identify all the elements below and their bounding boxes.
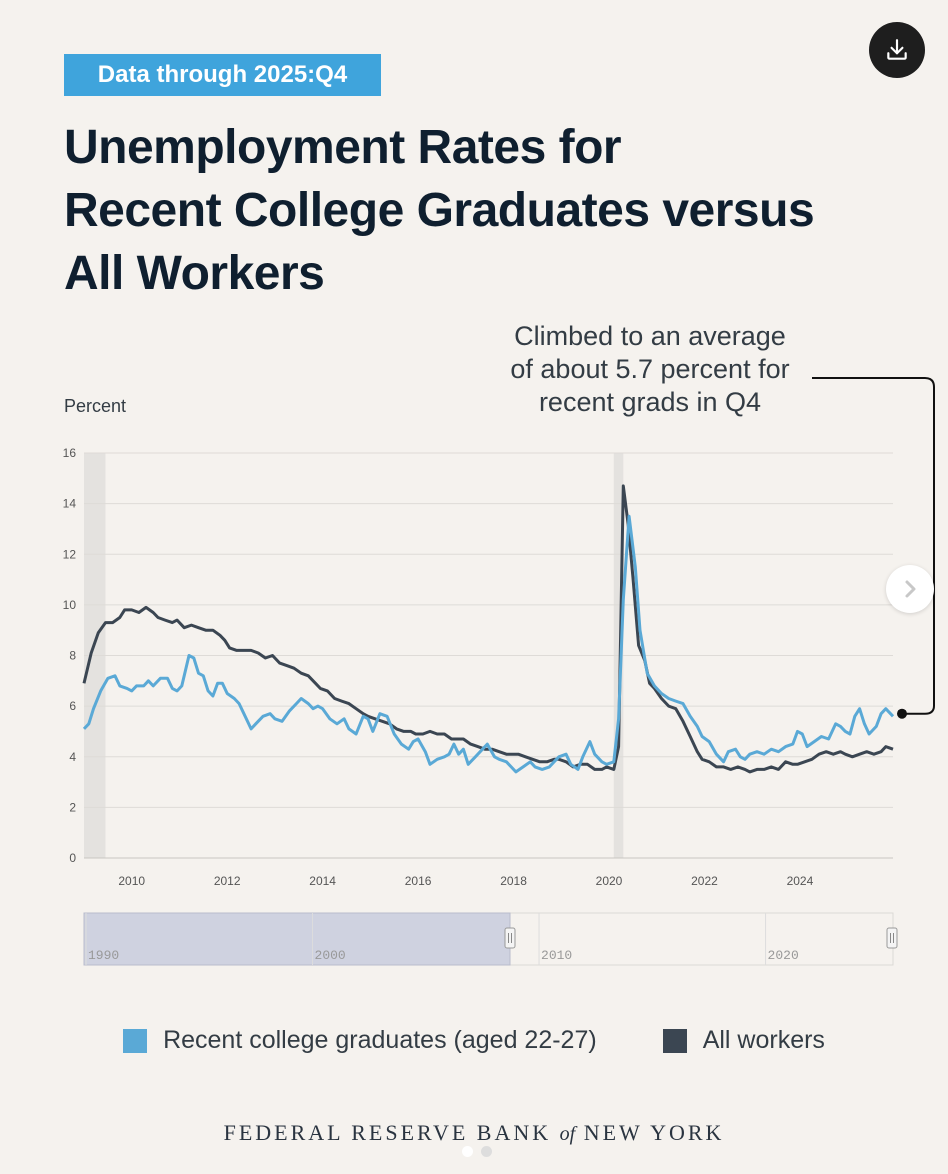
title-line: Recent College Graduates versus	[64, 184, 815, 237]
range-handle[interactable]	[504, 927, 516, 949]
x-tick-label: 2018	[500, 874, 527, 888]
y-tick-label: 16	[63, 446, 77, 460]
x-tick-label: 2012	[214, 874, 241, 888]
series-line-all-workers	[82, 484, 894, 774]
x-tick-label: 2022	[691, 874, 718, 888]
range-handle-grip	[504, 927, 516, 949]
download-button[interactable]	[869, 22, 925, 78]
range-year-label: 2000	[315, 948, 346, 963]
title-line: Unemployment Rates for	[64, 121, 622, 174]
line-chart: 0 2 4 6 8 10 12 14 16 2010 2012 2014 2016 2018 2020 20…	[63, 377, 935, 966]
x-tick-label: 2020	[596, 874, 623, 888]
annotation-text: Climbed to an average of about 5.7 perce…	[470, 320, 830, 419]
annotation-connector	[812, 377, 935, 715]
carousel-dots	[462, 1146, 492, 1157]
y-tick-label: 6	[69, 699, 76, 713]
y-tick-label: 12	[63, 547, 77, 561]
y-tick-label: 4	[69, 750, 76, 764]
footer-text: FEDERAL RESERVE BANK	[223, 1120, 560, 1145]
x-tick-label: 2024	[787, 874, 814, 888]
chevron-right-icon	[905, 580, 916, 598]
series-line-recent-grads	[82, 514, 895, 774]
y-tick-label: 10	[63, 598, 77, 612]
x-tick-label: 2010	[118, 874, 145, 888]
footer-of: of	[559, 1123, 576, 1145]
y-tick-label: 2	[69, 800, 76, 814]
y-tick-label: 0	[69, 851, 76, 865]
annotation-line: Climbed to an average	[514, 321, 786, 351]
y-tick-label: 8	[69, 649, 76, 663]
download-icon	[887, 39, 907, 60]
data-through-badge: Data through 2025:Q4	[64, 54, 381, 96]
carousel-dot-active[interactable]	[462, 1146, 473, 1157]
y-axis-label: Percent	[64, 396, 127, 416]
legend: Recent college graduates (aged 22-27) Al…	[0, 1026, 948, 1055]
x-tick-label: 2014	[309, 874, 336, 888]
legend-label-grads: Recent college graduates (aged 22-27)	[163, 1026, 597, 1054]
footer-logo: FEDERAL RESERVE BANK of NEW YORK	[0, 1120, 948, 1146]
range-handle[interactable]	[886, 927, 898, 949]
range-handle-grip	[886, 927, 898, 949]
legend-label-all: All workers	[702, 1026, 825, 1054]
carousel-dot[interactable]	[481, 1146, 492, 1157]
annotation-line: recent grads in Q4	[538, 387, 762, 417]
x-tick-label: 2016	[405, 874, 432, 888]
next-slide-button[interactable]	[886, 565, 934, 613]
legend-swatch-all	[662, 1028, 687, 1053]
annotation-dot	[897, 708, 907, 719]
legend-item-grads[interactable]: Recent college graduates (aged 22-27)	[123, 1026, 597, 1055]
range-selector-mask	[83, 912, 511, 966]
y-tick-label: 14	[63, 497, 77, 511]
annotation-line: of about 5.7 percent for	[510, 354, 790, 384]
range-year-label: 1990	[88, 948, 119, 963]
range-year-label: 2020	[768, 948, 799, 963]
title-line: All Workers	[64, 247, 325, 300]
legend-swatch-grads	[123, 1028, 148, 1053]
range-year-label: 2010	[541, 948, 572, 963]
footer-text: NEW YORK	[575, 1120, 725, 1145]
chart-title: Unemployment Rates for Recent College Gr…	[64, 116, 844, 305]
legend-item-all[interactable]: All workers	[662, 1026, 825, 1055]
